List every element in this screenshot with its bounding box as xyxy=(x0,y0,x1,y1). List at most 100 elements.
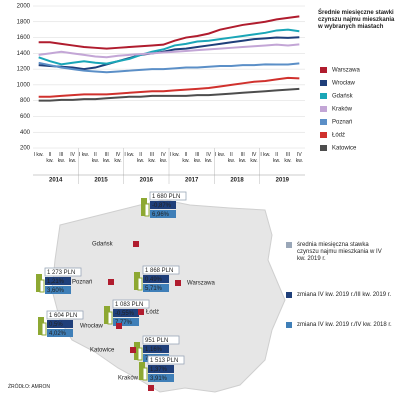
legend-label: Wrocław xyxy=(332,81,356,87)
change-y: 6,96% xyxy=(152,212,170,218)
x-tick-label: IV kw. xyxy=(205,152,213,164)
legend-label: Poznań xyxy=(332,120,352,126)
building-icon xyxy=(134,342,140,360)
legend-swatch xyxy=(320,80,327,86)
year-label: 2015 xyxy=(94,178,108,184)
change-y-box xyxy=(113,318,139,326)
price: 1 604 PLN xyxy=(49,313,77,319)
x-tick-label: II kw. xyxy=(182,152,190,164)
price: 1 868 PLN xyxy=(145,268,173,274)
building-icon xyxy=(41,322,47,336)
legend-label: zmiana IV kw. 2019 r./III kw. 2019 r. xyxy=(297,292,392,298)
x-tick-label: IV kw. xyxy=(114,152,122,164)
x-tick-label: I kw. xyxy=(33,152,44,158)
city-name: Katowice xyxy=(90,348,115,354)
x-tick-label: IV kw. xyxy=(69,152,77,164)
legend-label: Kraków xyxy=(332,107,353,113)
building-icon xyxy=(139,362,145,380)
change-y-box xyxy=(45,286,71,294)
series-line xyxy=(38,15,300,50)
building-icon xyxy=(38,317,44,335)
legend-label: Katowice xyxy=(332,146,357,152)
price-box xyxy=(142,265,180,275)
price-box xyxy=(142,335,180,345)
x-tick-label: IV kw. xyxy=(250,152,258,164)
price-box xyxy=(149,191,187,201)
x-tick-label: III kw. xyxy=(148,152,156,164)
legend-swatch xyxy=(320,132,327,138)
price-box xyxy=(112,299,150,309)
year-label: 2018 xyxy=(230,178,244,184)
building-icon xyxy=(134,272,140,290)
x-tick-label: I kw. xyxy=(169,152,180,158)
series-line xyxy=(38,61,300,74)
legend-swatch xyxy=(286,322,292,328)
change-q-box xyxy=(143,345,169,353)
y-tick-label: 1600 xyxy=(17,35,31,41)
legend-label: średnia miesięczna stawka czynszu najmu … xyxy=(297,242,382,262)
x-tick-label: I kw. xyxy=(260,152,271,158)
change-q-box xyxy=(148,365,174,373)
building-icon xyxy=(107,311,113,325)
y-tick-label: 1000 xyxy=(17,82,31,88)
legend-swatch xyxy=(320,93,327,99)
city-marker xyxy=(175,280,181,286)
x-tick-label: III kw. xyxy=(284,152,292,164)
series-line xyxy=(38,36,300,71)
change-q-box xyxy=(45,277,71,285)
y-tick-label: 1400 xyxy=(17,51,31,57)
change-q: 0,5% xyxy=(49,322,63,328)
y-tick-label: 1800 xyxy=(17,19,31,25)
price: 951 PLN xyxy=(145,338,168,344)
legend-label: zmiana IV kw. 2019 r./IV kw. 2018 r. xyxy=(297,322,392,328)
year-label: 2019 xyxy=(276,178,290,184)
legend-swatch xyxy=(320,106,327,112)
year-label: 2014 xyxy=(49,178,63,184)
change-y-box xyxy=(143,284,169,292)
city-name: Warszawa xyxy=(187,281,215,287)
x-tick-label: I kw. xyxy=(124,152,135,158)
x-tick-label: II kw. xyxy=(91,152,99,164)
building-icon xyxy=(142,367,148,381)
x-tick-label: III kw. xyxy=(193,152,201,164)
y-tick-label: 600 xyxy=(20,114,31,120)
x-tick-label: I kw. xyxy=(214,152,225,158)
city-marker xyxy=(108,279,114,285)
price: 1 513 PLN xyxy=(150,358,178,364)
change-q-box xyxy=(47,320,73,328)
city-marker xyxy=(148,385,154,391)
x-tick-label: II kw. xyxy=(227,152,235,164)
x-tick-label: II kw. xyxy=(46,152,54,164)
series-line xyxy=(38,87,300,102)
change-q: 1,37% xyxy=(150,367,168,373)
change-q: -0,87% xyxy=(152,203,172,209)
year-label: 2017 xyxy=(185,178,199,184)
city-marker xyxy=(138,309,144,315)
building-icon xyxy=(137,277,143,291)
series-line xyxy=(38,76,300,98)
series-line xyxy=(38,28,300,66)
change-y-box xyxy=(148,374,174,382)
city-marker xyxy=(130,347,136,353)
x-tick-label: II kw. xyxy=(273,152,281,164)
y-tick-label: 1200 xyxy=(17,67,31,73)
y-tick-label: 800 xyxy=(20,98,31,104)
building-icon xyxy=(137,347,143,361)
change-y: 3,91% xyxy=(150,376,168,382)
x-tick-label: III kw. xyxy=(239,152,247,164)
change-q-box xyxy=(143,275,169,283)
change-y: 4,02% xyxy=(49,331,67,337)
legend-swatch xyxy=(286,292,292,298)
city-name: Łódź xyxy=(146,310,159,316)
city-marker xyxy=(116,323,122,329)
legend-label: Warszawa xyxy=(332,68,360,74)
change-q-box xyxy=(150,201,176,209)
price: 1 680 PLN xyxy=(152,194,180,200)
change-q: 0,49% xyxy=(145,277,163,283)
city-name: Poznań xyxy=(72,280,92,286)
year-label: 2016 xyxy=(140,178,154,184)
y-tick-label: 200 xyxy=(20,146,31,152)
legend-swatch xyxy=(320,119,327,125)
